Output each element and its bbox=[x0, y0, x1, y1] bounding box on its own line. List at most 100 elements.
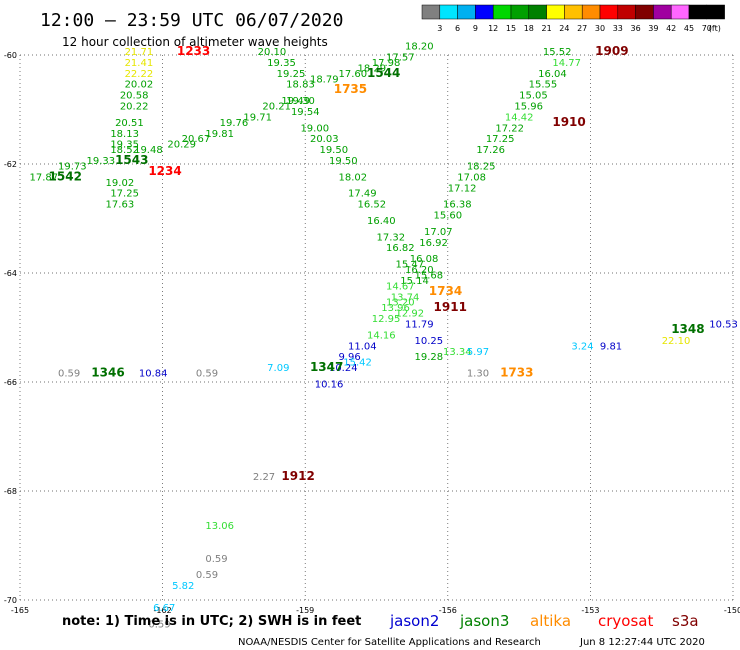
wave-height-label: 20.67 bbox=[182, 134, 211, 145]
wave-height-label: 18.13 bbox=[110, 129, 139, 140]
scale-swatch bbox=[457, 4, 476, 20]
lat-tick-label: -60 bbox=[4, 51, 17, 60]
wave-height-label: 18.29 bbox=[357, 63, 386, 74]
wave-height-label: 19.71 bbox=[243, 112, 272, 123]
scale-swatch bbox=[706, 4, 725, 20]
scale-label: 12 bbox=[488, 24, 498, 33]
lat-tick-label: -64 bbox=[4, 269, 17, 278]
scale-label: 3 bbox=[437, 24, 442, 33]
wave-height-label: 14.16 bbox=[367, 330, 396, 341]
wave-height-label: 15.05 bbox=[519, 91, 548, 102]
pass-time-label: 1348 bbox=[671, 322, 704, 336]
wave-height-label: 15.96 bbox=[514, 102, 543, 113]
wave-height-label: 14.67 bbox=[386, 281, 415, 292]
pass-time-label: 1347 bbox=[310, 360, 343, 374]
wave-height-label: 17.98 bbox=[372, 58, 401, 69]
scale-swatch bbox=[510, 4, 530, 20]
wave-height-label: 3.24 bbox=[571, 341, 593, 352]
wave-height-label: 17.32 bbox=[377, 232, 406, 243]
pass-time-label: 1733 bbox=[500, 366, 533, 380]
wave-height-label: 16.82 bbox=[386, 243, 415, 254]
wave-height-label: 15.68 bbox=[415, 270, 444, 281]
wave-height-label: 10.53 bbox=[709, 320, 738, 331]
lon-tick-label: -159 bbox=[296, 606, 314, 615]
wave-height-label: 22.22 bbox=[125, 69, 154, 80]
scale-label: 33 bbox=[613, 24, 623, 33]
scale-swatch bbox=[475, 4, 494, 20]
wave-height-label: 17.57 bbox=[386, 52, 415, 63]
wave-height-label: 13.74 bbox=[391, 292, 420, 303]
wave-height-label: 5.97 bbox=[467, 347, 489, 358]
wave-height-label: 15.60 bbox=[434, 211, 463, 222]
scale-label: 21 bbox=[542, 24, 552, 33]
pass-time-label: 1734 bbox=[429, 284, 462, 298]
wave-height-label: 20.58 bbox=[120, 91, 149, 102]
scale-swatch bbox=[599, 4, 619, 20]
wave-height-label: 19.35 bbox=[110, 140, 139, 151]
pass-time-label: 1233 bbox=[177, 44, 210, 58]
note-text: note: 1) Time is in UTC; 2) SWH is in fe… bbox=[62, 614, 361, 629]
color-scale-legend: 3 6 9 12 15 18 21 24 27 30 33 36 39 42 45 70(ft) bbox=[421, 4, 725, 33]
wave-height-label: 18.20 bbox=[405, 42, 434, 53]
wave-height-label: 15.14 bbox=[400, 276, 429, 287]
wave-height-label: 19.49 bbox=[281, 96, 310, 107]
scale-label: 6 bbox=[455, 24, 460, 33]
scale-swatch bbox=[635, 4, 654, 20]
footer-credit: NOAA/NESDIS Center for Satellite Applica… bbox=[238, 637, 541, 648]
wave-height-label: 17.12 bbox=[448, 183, 477, 194]
pass-time-label: 1542 bbox=[49, 169, 82, 183]
wave-height-label: 0.59 bbox=[148, 619, 170, 630]
wave-height-label: 16.08 bbox=[410, 254, 439, 265]
wave-height-label: 18.02 bbox=[338, 172, 367, 183]
wave-height-label: 18.25 bbox=[467, 161, 496, 172]
scale-label: 9 bbox=[473, 24, 478, 33]
legend-s3a: s3a bbox=[672, 612, 699, 630]
wave-height-label: 13.06 bbox=[205, 521, 234, 532]
wave-height-label: 2.27 bbox=[253, 472, 275, 483]
wave-height-label: 20.02 bbox=[125, 80, 154, 91]
wave-height-label: 10.84 bbox=[139, 369, 168, 380]
wave-height-label: 19.73 bbox=[58, 161, 87, 172]
wave-height-label: 19.81 bbox=[205, 129, 234, 140]
wave-height-label: 19.02 bbox=[106, 178, 135, 189]
wave-height-label: 17.60 bbox=[338, 69, 367, 80]
wave-height-label: 10.25 bbox=[415, 336, 444, 347]
wave-height-label: 19.76 bbox=[220, 118, 249, 129]
wave-height-label: 19.28 bbox=[415, 352, 444, 363]
wave-height-label: 16.40 bbox=[367, 216, 396, 227]
wave-height-label: 15.52 bbox=[543, 47, 572, 58]
pass-time-label: 1910 bbox=[552, 115, 585, 129]
wave-height-label: 1.30 bbox=[467, 369, 489, 380]
wave-height-label: 15.42 bbox=[343, 358, 372, 369]
wave-height-label: 17.07 bbox=[424, 227, 453, 238]
wave-height-label: 17.87 bbox=[30, 172, 59, 183]
wave-height-label: 14.77 bbox=[552, 58, 581, 69]
wave-height-label: 20.51 bbox=[115, 118, 144, 129]
scale-swatch bbox=[688, 4, 708, 20]
wave-height-label: 18.79 bbox=[310, 74, 339, 85]
wave-height-label: 11.04 bbox=[348, 341, 377, 352]
wave-height-label: 12.95 bbox=[372, 314, 401, 325]
scale-swatch bbox=[653, 4, 672, 20]
scale-label: 15 bbox=[506, 24, 516, 33]
wave-height-label: 20.21 bbox=[262, 102, 291, 113]
pass-time-label: 1234 bbox=[148, 164, 181, 178]
pass-time-label: 1909 bbox=[595, 44, 628, 58]
lat-tick-label: -62 bbox=[4, 160, 17, 169]
wave-height-label: 13.34 bbox=[443, 347, 472, 358]
lon-tick-label: -162 bbox=[154, 606, 172, 615]
scale-label: 70 bbox=[702, 24, 712, 33]
pass-time-label: 1735 bbox=[334, 82, 367, 96]
lat-tick-label: -70 bbox=[4, 596, 17, 605]
lon-tick-label: -153 bbox=[581, 606, 599, 615]
scale-swatch bbox=[670, 4, 690, 20]
wave-height-label: 10.24 bbox=[329, 363, 358, 374]
scale-swatch bbox=[546, 4, 565, 20]
wave-height-label: 17.63 bbox=[106, 200, 135, 211]
lat-tick-label: -66 bbox=[4, 378, 17, 387]
wave-height-label: 5.82 bbox=[172, 581, 194, 592]
wave-height-label: 11.79 bbox=[405, 320, 434, 331]
scale-swatch bbox=[617, 4, 636, 20]
